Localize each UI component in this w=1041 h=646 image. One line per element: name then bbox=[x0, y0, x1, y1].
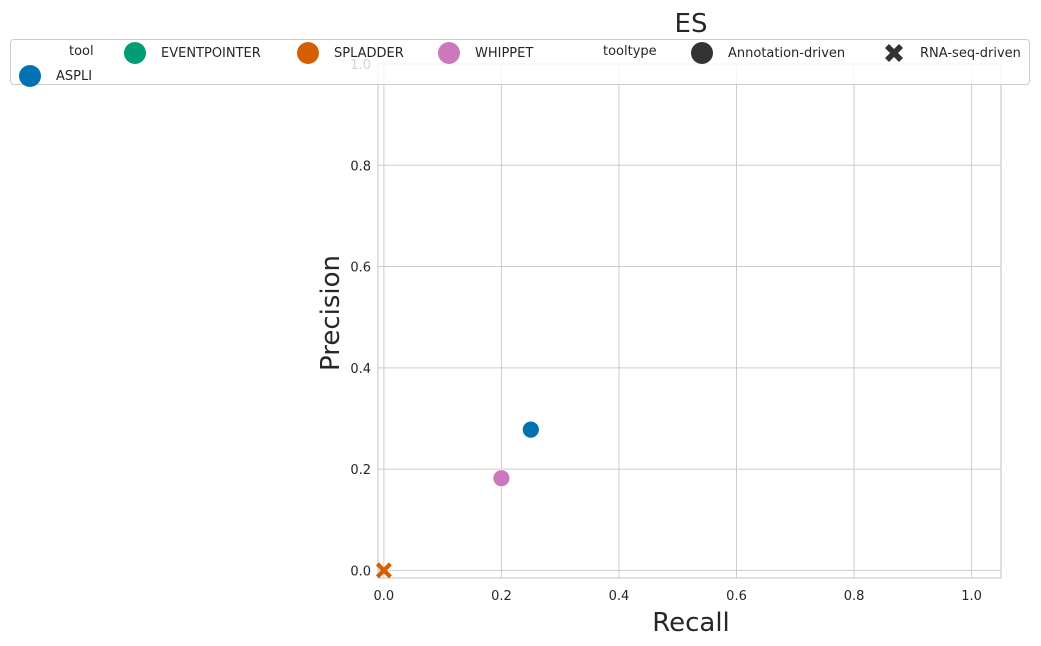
circle-marker-icon bbox=[18, 64, 42, 88]
grid bbox=[378, 63, 1001, 578]
legend-item-rna-seq-driven: RNA-seq-driven bbox=[882, 41, 1021, 65]
x-axis-label: Recall bbox=[652, 608, 730, 638]
legend-item-label: RNA-seq-driven bbox=[920, 45, 1021, 61]
circle-marker-icon bbox=[437, 41, 461, 65]
legend-item-eventpointer: EVENTPOINTER bbox=[123, 41, 261, 65]
legend-item-label: Annotation-driven bbox=[728, 45, 846, 61]
legend-item-spladder: SPLADDER bbox=[296, 41, 404, 65]
y-tick-label: 0.8 bbox=[350, 159, 371, 174]
x-tick-label: 0.6 bbox=[726, 589, 747, 604]
y-tick-label: 0.0 bbox=[350, 564, 371, 579]
x-tick-label: 0.4 bbox=[609, 589, 630, 604]
y-axis-ticks: 0.00.20.40.60.81.0 bbox=[350, 58, 371, 579]
y-tick-label: 0.2 bbox=[350, 463, 371, 478]
x-tick-label: 0.0 bbox=[374, 589, 395, 604]
legend-item-label: WHIPPET bbox=[475, 45, 534, 61]
circle-marker-icon bbox=[123, 41, 147, 65]
x-tick-label: 0.8 bbox=[844, 589, 865, 604]
data-point-spladder bbox=[375, 562, 392, 579]
data-point-aspli bbox=[521, 420, 540, 439]
data-point-whippet bbox=[492, 469, 511, 488]
x-axis-ticks: 0.0 0.2 0.4 0.6 0.8 1.0 bbox=[374, 589, 982, 604]
circle-marker-icon bbox=[690, 41, 714, 65]
data-points bbox=[375, 420, 540, 579]
legend-item-label: SPLADDER bbox=[334, 45, 404, 61]
circle-marker-icon bbox=[296, 41, 320, 65]
x-tick-label: 0.2 bbox=[491, 589, 512, 604]
legend-heading-tool-label: tool bbox=[69, 44, 94, 59]
legend-item-annotation-driven: Annotation-driven bbox=[690, 41, 845, 65]
y-tick-label: 0.6 bbox=[350, 261, 371, 276]
legend-heading-tooltype: tooltype bbox=[589, 44, 657, 59]
chart-title: ES bbox=[675, 9, 708, 39]
legend-item-whippet: WHIPPET bbox=[437, 41, 533, 65]
legend-heading-tool: tool bbox=[55, 44, 94, 59]
legend-heading-tooltype-label: tooltype bbox=[603, 44, 657, 59]
x-tick-label: 1.0 bbox=[961, 589, 982, 604]
legend-item-label: EVENTPOINTER bbox=[161, 45, 261, 61]
legend-item-aspli: ASPLI bbox=[18, 64, 92, 88]
plot-frame bbox=[377, 63, 1002, 579]
legend-item-label: ASPLI bbox=[56, 68, 93, 84]
y-axis-label: Precision bbox=[316, 255, 346, 371]
legend: tool EVENTPOINTER SPLADDER WHIPPET toolt… bbox=[10, 39, 1030, 88]
x-marker-icon bbox=[882, 41, 906, 65]
y-tick-label: 0.4 bbox=[350, 362, 371, 377]
